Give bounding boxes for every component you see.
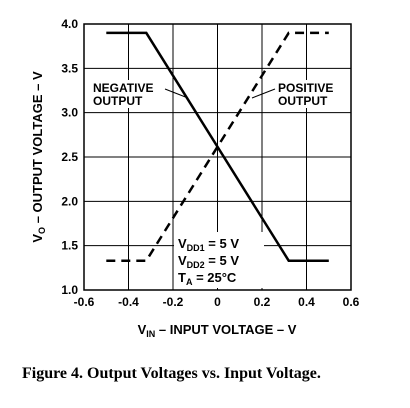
positive-label-bg — [274, 80, 346, 108]
chart: -0.6 -0.4 -0.2 0 0.2 0.4 0.6 1.0 1.5 2.0 2.5 3.0 3.… — [30, 17, 360, 339]
negative-output-label-line1: NEGATIVE — [93, 81, 153, 95]
y-tick-label: 1.0 — [61, 283, 78, 297]
x-tick-label: -0.4 — [118, 295, 139, 309]
condition-vdd1: VDD1 = 5 V — [178, 236, 239, 253]
x-tick-label: 0 — [214, 295, 221, 309]
plot-frame — [83, 23, 352, 291]
y-tick-label: 1.5 — [61, 239, 78, 253]
x-tick-labels: -0.6 -0.4 -0.2 0 0.2 0.4 0.6 — [74, 295, 360, 309]
negative-output-label-line2: OUTPUT — [93, 94, 143, 108]
negative-leader-line — [164, 88, 189, 99]
figure-caption: Figure 4. Output Voltages vs. Input Volt… — [22, 365, 321, 382]
x-axis-label: VIN – INPUT VOLTAGE – V — [138, 322, 297, 339]
y-tick-label: 3.0 — [61, 106, 78, 120]
y-tick-label: 3.5 — [61, 61, 78, 75]
x-tick-label: -0.2 — [163, 295, 184, 309]
x-tick-label: 0.2 — [254, 295, 271, 309]
y-tick-label: 2.0 — [61, 194, 78, 208]
negative-label-bg — [90, 80, 164, 108]
conditions-bg — [174, 232, 264, 288]
y-axis-label: VO – OUTPUT VOLTAGE – V — [30, 71, 47, 243]
positive-leader-line — [251, 88, 276, 99]
series-line-positive-output — [106, 31, 329, 262]
condition-vdd2: VDD2 = 5 V — [178, 253, 239, 270]
positive-output-label-line2: OUTPUT — [278, 94, 328, 108]
x-tick-label: 0.4 — [298, 295, 315, 309]
series-line-negative-output — [106, 31, 329, 262]
positive-output-label-line1: POSITIVE — [278, 81, 333, 95]
x-tick-label: -0.6 — [74, 295, 95, 309]
y-tick-label: 2.5 — [61, 150, 78, 164]
x-tick-label: 0.6 — [343, 295, 360, 309]
condition-ta: TA = 25°C — [178, 270, 237, 287]
y-tick-label: 4.0 — [61, 17, 78, 31]
series-lines — [106, 31, 329, 262]
y-tick-labels: 1.0 1.5 2.0 2.5 3.0 3.5 4.0 — [61, 17, 78, 297]
